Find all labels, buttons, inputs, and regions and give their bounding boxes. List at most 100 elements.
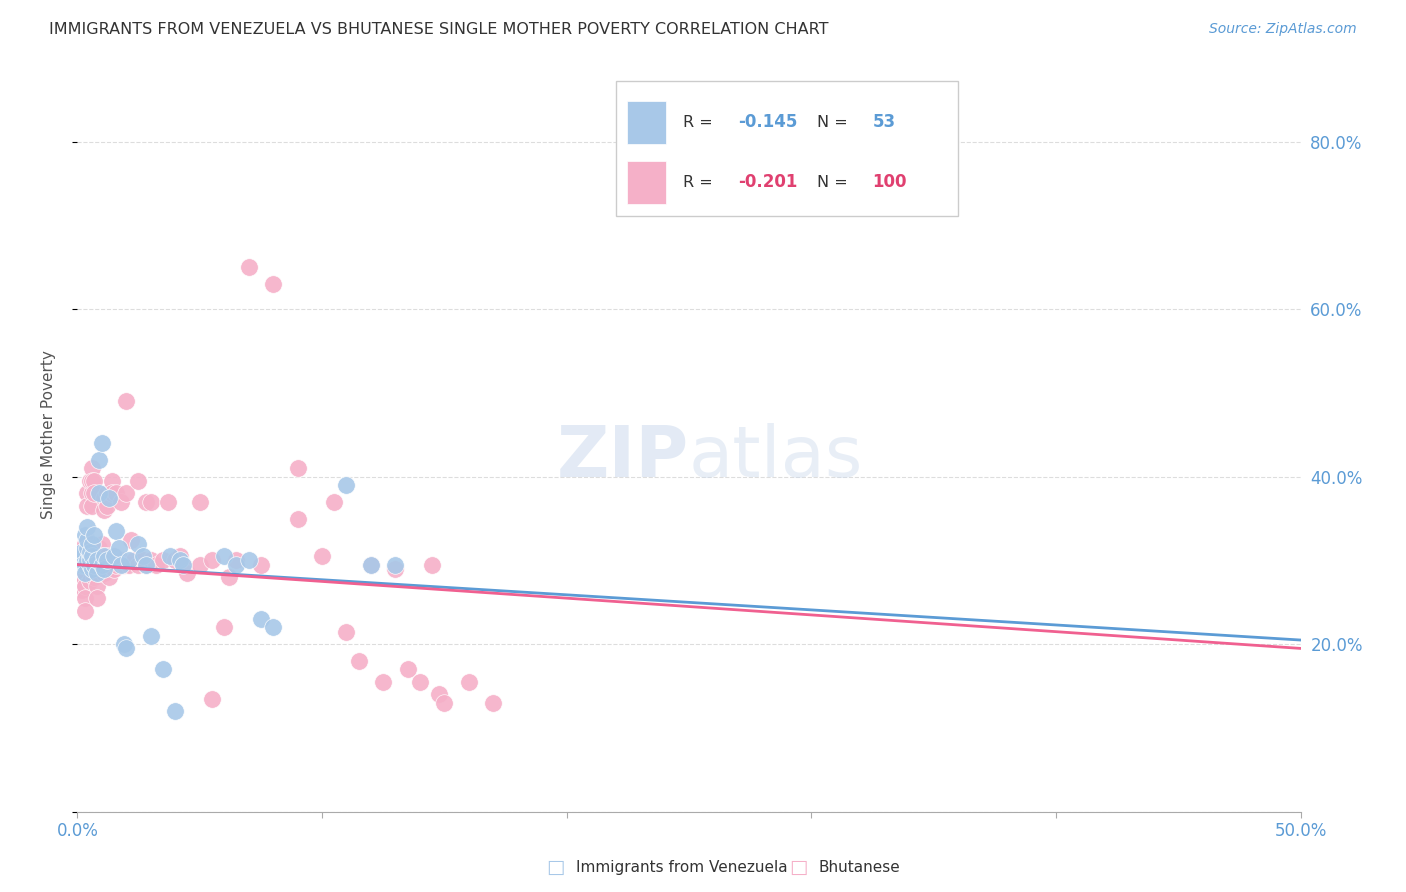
Point [311,549,333,564]
Point [70,541,93,555]
Point [80,549,103,564]
Point [145,558,167,572]
Text: -0.145: -0.145 [738,113,797,131]
Text: atlas: atlas [689,423,863,492]
Point [70,545,93,559]
Point [76,520,98,534]
Point [218,570,240,584]
Point [118,558,141,572]
Point [83,486,105,500]
FancyBboxPatch shape [616,80,957,216]
Point [176,566,198,580]
Point [188,558,211,572]
Point [73,578,96,592]
Point [159,549,181,564]
Point [83,558,105,572]
Point [100,474,122,488]
Point [112,637,135,651]
Point [169,549,191,564]
Point [429,688,451,702]
Point [96,499,118,513]
Text: R =: R = [683,175,717,190]
Point [118,553,141,567]
Point [79,574,101,589]
Point [201,691,224,706]
Point [115,486,138,500]
Text: □: □ [789,857,808,877]
Point [70,582,93,597]
Point [384,562,406,576]
Text: 53: 53 [873,113,896,131]
Point [108,553,131,567]
Point [80,486,103,500]
Point [103,549,125,564]
Point [79,545,101,559]
Point [73,528,96,542]
Point [80,499,103,513]
Point [76,486,98,500]
Point [335,624,357,639]
Point [70,558,93,572]
Point [238,553,260,567]
Point [83,474,105,488]
Point [212,620,235,634]
Point [262,620,284,634]
Point [69,566,91,580]
Point [384,558,406,572]
Point [347,654,370,668]
Point [156,495,179,509]
Point [132,549,155,564]
Point [98,491,121,505]
Point [90,558,112,572]
Point [73,553,96,567]
Point [89,553,111,567]
Point [103,549,125,564]
Point [96,553,118,567]
Text: N =: N = [817,175,853,190]
Point [110,495,132,509]
Point [73,566,96,580]
Point [73,566,96,580]
Point [287,461,309,475]
Point [86,553,108,567]
Point [110,558,132,572]
Point [73,558,96,572]
Point [76,533,98,547]
Point [86,566,108,580]
Point [287,511,309,525]
Point [135,558,157,572]
Point [76,545,98,559]
Point [250,558,273,572]
Point [135,558,157,572]
Point [70,553,93,567]
Point [89,541,111,555]
Point [169,553,191,567]
Point [93,562,115,576]
Point [86,578,108,592]
Point [69,549,91,564]
Point [76,499,98,513]
Point [371,674,394,689]
Point [120,533,142,547]
Point [132,553,155,567]
Point [98,558,121,572]
Y-axis label: Single Mother Poverty: Single Mother Poverty [42,351,56,519]
Text: R =: R = [683,114,717,129]
Point [165,553,187,567]
Point [225,553,247,567]
Point [83,528,105,542]
Text: Bhutanese: Bhutanese [818,860,900,874]
FancyBboxPatch shape [627,161,665,204]
Point [250,612,273,626]
Point [457,674,479,689]
Point [80,562,103,576]
Point [73,604,96,618]
Point [69,578,91,592]
Point [90,436,112,450]
Point [70,570,93,584]
Point [86,591,108,606]
Text: N =: N = [817,114,853,129]
Point [110,553,132,567]
Point [80,474,103,488]
Point [122,553,145,567]
